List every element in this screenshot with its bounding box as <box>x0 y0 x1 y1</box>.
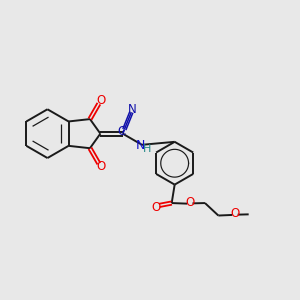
Text: O: O <box>96 94 106 107</box>
Text: O: O <box>152 201 161 214</box>
Text: O: O <box>231 207 240 220</box>
Text: N: N <box>128 103 137 116</box>
Text: O: O <box>185 196 195 209</box>
Text: C: C <box>118 125 126 138</box>
Text: H: H <box>143 144 152 154</box>
Text: O: O <box>96 160 106 173</box>
Text: N: N <box>136 139 145 152</box>
